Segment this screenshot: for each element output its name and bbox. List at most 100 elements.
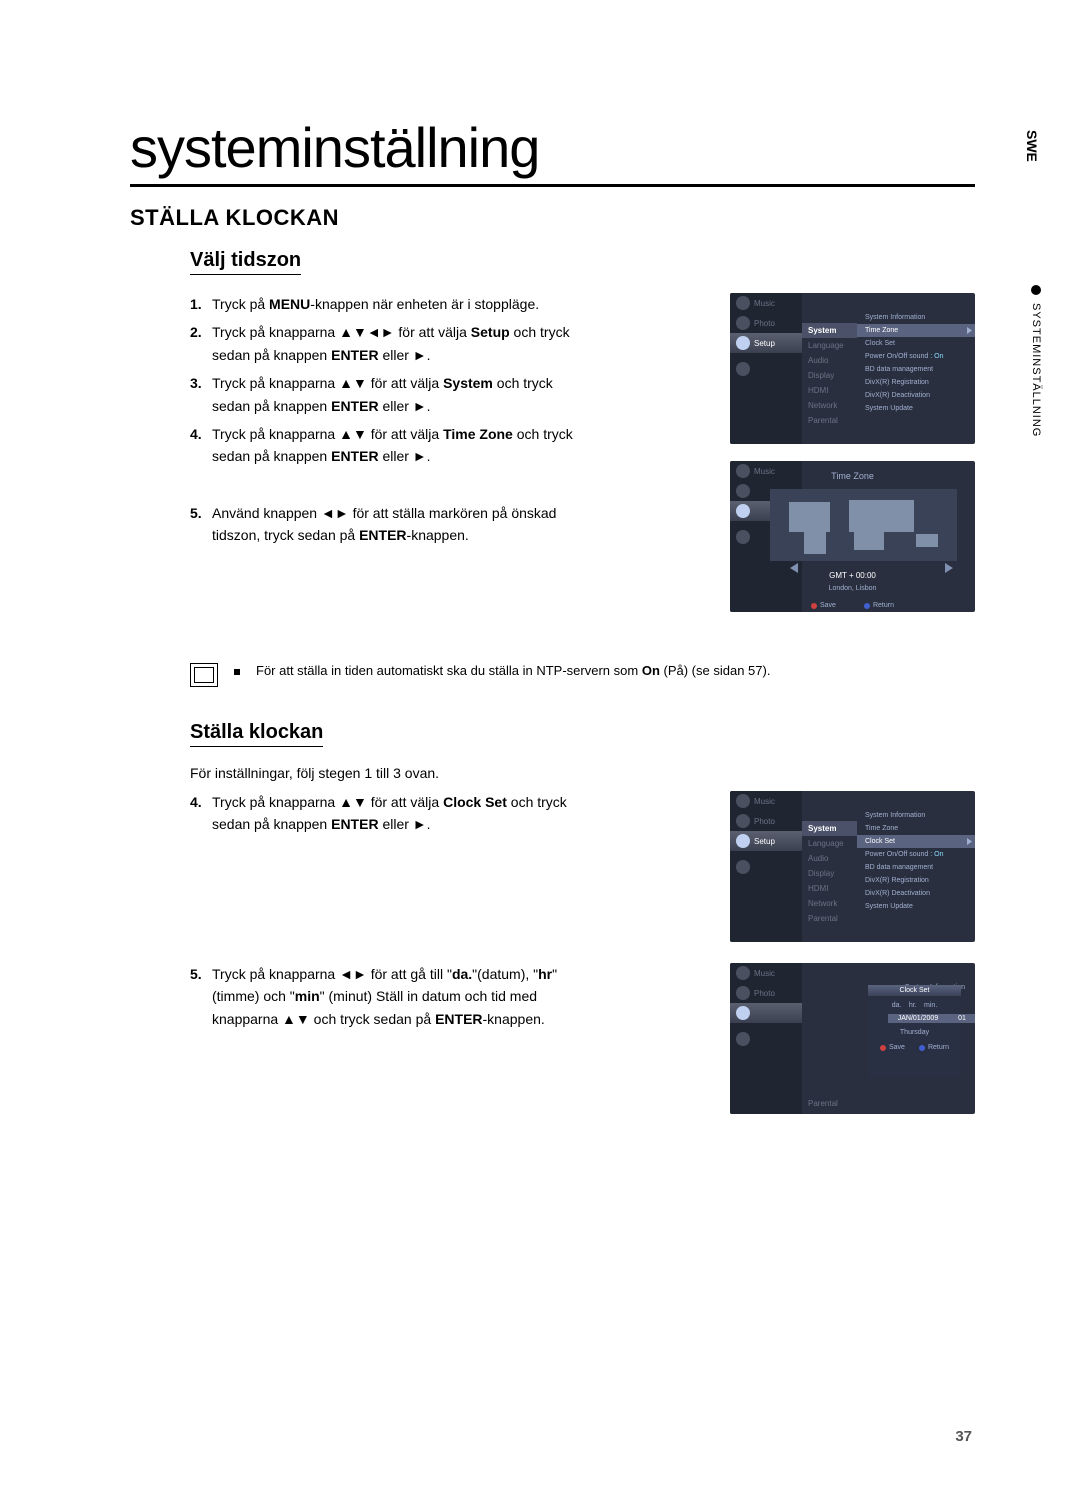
- red-dot-icon: [880, 1045, 886, 1051]
- menu-parental: Parental: [802, 413, 857, 428]
- step-text: Använd knappen ◄► för att ställa marköre…: [212, 502, 585, 547]
- tz-title: Time Zone: [730, 471, 975, 481]
- screenshot-clockset-popup: Music Photo System Information Clock Set…: [730, 963, 975, 1114]
- placeholder-icon: [736, 530, 750, 544]
- step-num: 2.: [190, 321, 212, 366]
- sidebar-photo: Photo: [730, 983, 802, 1003]
- clock-hr-label: hr.: [909, 1002, 917, 1009]
- chevron-right-icon: [967, 838, 972, 845]
- subsection-timezone: Välj tidszon: [190, 249, 301, 275]
- sidebar-placeholder: [730, 1029, 802, 1049]
- menu-bddata: BD data management: [857, 363, 975, 376]
- world-map: [770, 489, 957, 561]
- photo-icon: [736, 986, 750, 1000]
- clock-title: Clock Set: [868, 985, 961, 996]
- subsection-clock: Ställa klockan: [190, 721, 323, 747]
- red-dot-icon: [811, 603, 817, 609]
- tz-city: London, Lisbon: [730, 585, 975, 592]
- gear-icon: [736, 1006, 750, 1020]
- step-text: Tryck på MENU-knappen när enheten är i s…: [212, 293, 585, 315]
- clock-intro: För inställningar, följ stegen 1 till 3 …: [190, 765, 975, 781]
- menu-parental: Parental: [808, 1099, 838, 1108]
- tz-return-btn: Return: [864, 602, 894, 609]
- tz-gmt: GMT + 00:00: [730, 571, 975, 580]
- lang-tab: SWE: [1024, 130, 1040, 162]
- section-title: STÄLLA KLOCKAN: [130, 205, 975, 231]
- step-1: 1. Tryck på MENU-knappen när enheten är …: [190, 293, 585, 315]
- menu-divxreg: DivX(R) Registration: [857, 874, 975, 887]
- menu-display: Display: [802, 866, 857, 881]
- sidebar-music: Music: [730, 963, 802, 983]
- clock-da-label: da.: [892, 1002, 902, 1009]
- screenshot-menu-clockset: Music Photo Setup System Language Audio …: [730, 791, 975, 942]
- menu-divxreg: DivX(R) Registration: [857, 376, 975, 389]
- menu-hdmi: HDMI: [802, 881, 857, 896]
- chevron-right-icon: [967, 327, 972, 334]
- gear-icon: [736, 504, 750, 518]
- music-icon: [736, 794, 750, 808]
- step-num: 5.: [190, 502, 212, 547]
- menu-divxdeact: DivX(R) Deactivation: [857, 887, 975, 900]
- menu-system: System: [802, 323, 857, 338]
- menu-bddata: BD data management: [857, 861, 975, 874]
- bullet-icon: [234, 669, 240, 675]
- note-text: För att ställa in tiden automatiskt ska …: [256, 663, 770, 678]
- clock-date-val: JAN/01/2009: [888, 1014, 948, 1023]
- step-text: Tryck på knapparna ▲▼ för att välja Cloc…: [212, 791, 585, 836]
- menu-sysupdate: System Update: [857, 402, 975, 415]
- clock-return-btn: Return: [919, 1044, 949, 1051]
- placeholder-icon: [736, 1032, 750, 1046]
- blue-dot-icon: [864, 603, 870, 609]
- note-icon: [190, 663, 218, 687]
- sidebar-setup: Setup: [730, 831, 802, 851]
- instruction-list-1: 1. Tryck på MENU-knappen när enheten är …: [190, 293, 585, 547]
- step-text: Tryck på knapparna ◄► för att gå till "d…: [212, 963, 585, 1030]
- menu-timezone-sel: Time Zone: [857, 324, 975, 337]
- sidebar-music: Music: [730, 791, 802, 811]
- side-dot-icon: [1031, 285, 1041, 295]
- step-num: 4.: [190, 423, 212, 468]
- step-4: 4. Tryck på knapparna ▲▼ för att välja T…: [190, 423, 585, 468]
- music-icon: [736, 296, 750, 310]
- menu-power: Power On/Off sound : On: [857, 350, 975, 363]
- sidebar-setup: Setup: [730, 333, 802, 353]
- page-number: 37: [955, 1428, 972, 1445]
- menu-power: Power On/Off sound : On: [857, 848, 975, 861]
- step-5b: 5. Tryck på knapparna ◄► för att gå till…: [190, 963, 585, 1030]
- menu-timezone: Time Zone: [857, 822, 975, 835]
- sidebar-music: Music: [730, 293, 802, 313]
- menu-network: Network: [802, 896, 857, 911]
- step-2: 2. Tryck på knapparna ▲▼◄► för att välja…: [190, 321, 585, 366]
- menu-language: Language: [802, 338, 857, 353]
- menu-audio: Audio: [802, 353, 857, 368]
- menu-sysupdate: System Update: [857, 900, 975, 913]
- step-num: 3.: [190, 372, 212, 417]
- clock-save-btn: Save: [880, 1044, 905, 1051]
- step-num: 5.: [190, 963, 212, 1030]
- blue-dot-icon: [919, 1045, 925, 1051]
- menu-sysinfo: System Information: [857, 311, 975, 324]
- photo-icon: [736, 814, 750, 828]
- screenshot-menu-timezone: Music Photo Setup System Language Audio …: [730, 293, 975, 444]
- menu-clockset: Clock Set: [857, 337, 975, 350]
- instruction-list-2a: 4. Tryck på knapparna ▲▼ för att välja C…: [190, 791, 585, 836]
- menu-display: Display: [802, 368, 857, 383]
- menu-audio: Audio: [802, 851, 857, 866]
- step-num: 4.: [190, 791, 212, 836]
- menu-hdmi: HDMI: [802, 383, 857, 398]
- menu-language: Language: [802, 836, 857, 851]
- menu-sysinfo: System Information: [857, 809, 975, 822]
- gear-icon: [736, 336, 750, 350]
- sidebar-placeholder: [730, 857, 802, 877]
- clock-min-label: min.: [924, 1002, 937, 1009]
- menu-parental: Parental: [802, 911, 857, 926]
- instruction-list-2b: 5. Tryck på knapparna ◄► för att gå till…: [190, 963, 585, 1030]
- placeholder-icon: [736, 860, 750, 874]
- sidebar-photo: Photo: [730, 811, 802, 831]
- gear-icon: [736, 834, 750, 848]
- step-text: Tryck på knapparna ▲▼◄► för att välja Se…: [212, 321, 585, 366]
- step-4b: 4. Tryck på knapparna ▲▼ för att välja C…: [190, 791, 585, 836]
- music-icon: [736, 966, 750, 980]
- sidebar-placeholder: [730, 359, 802, 379]
- menu-system: System: [802, 821, 857, 836]
